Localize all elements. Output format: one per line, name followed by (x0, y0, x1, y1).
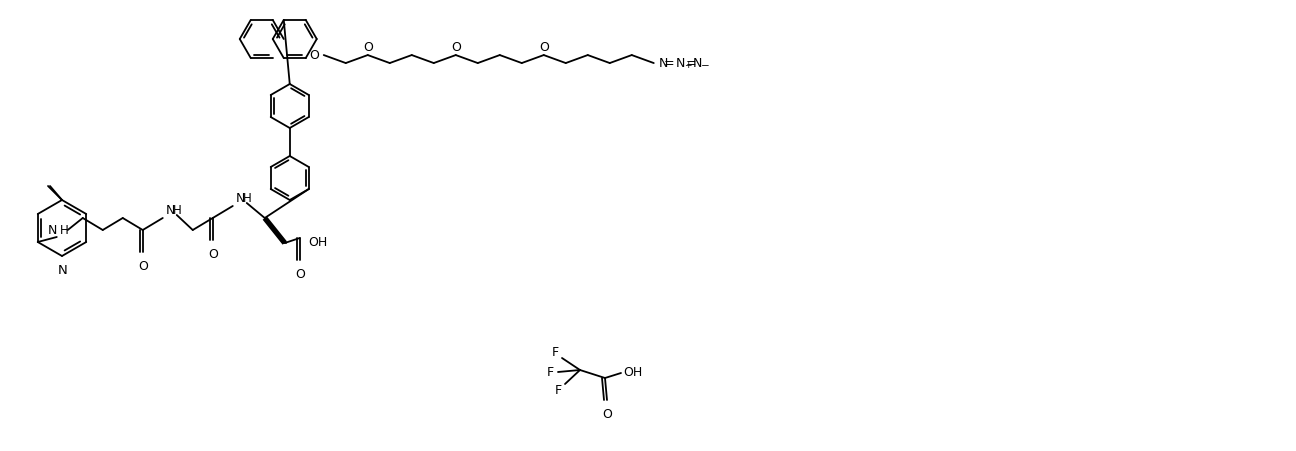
Text: O: O (137, 260, 148, 273)
Polygon shape (264, 218, 286, 243)
Text: N: N (236, 192, 245, 204)
Text: OH: OH (623, 367, 643, 379)
Text: N: N (693, 56, 702, 69)
Text: F: F (555, 383, 561, 396)
Text: N: N (675, 56, 686, 69)
Text: O: O (308, 49, 319, 61)
Text: =: = (664, 56, 674, 69)
Text: N: N (58, 264, 67, 277)
Text: O: O (363, 41, 373, 54)
Text: =: = (686, 56, 696, 69)
Text: −: − (701, 61, 709, 71)
Text: O: O (451, 41, 460, 54)
Text: H: H (242, 192, 251, 204)
Text: N: N (48, 224, 57, 236)
Text: O: O (603, 408, 612, 421)
Text: F: F (547, 365, 553, 378)
Text: H: H (60, 224, 69, 236)
Text: H: H (172, 203, 181, 216)
Text: O: O (207, 248, 218, 261)
Text: F: F (551, 345, 559, 359)
Text: N: N (166, 203, 175, 216)
Text: +: + (684, 61, 691, 70)
Text: N: N (658, 56, 669, 69)
Text: O: O (539, 41, 548, 54)
Text: O: O (294, 268, 305, 281)
Text: OH: OH (307, 236, 327, 249)
